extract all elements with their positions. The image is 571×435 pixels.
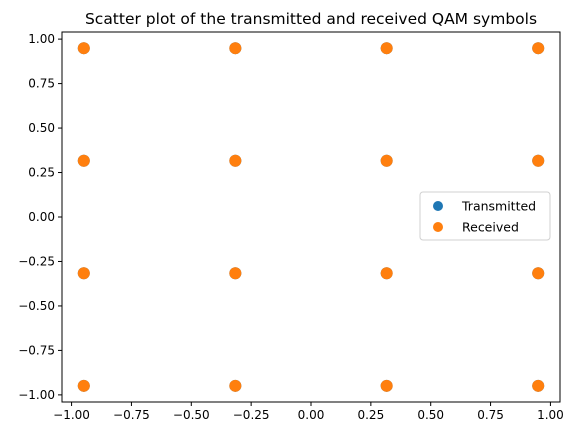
y-tick-label: −0.75 <box>18 343 55 357</box>
x-tick-label: −1.00 <box>53 408 90 422</box>
received-point <box>229 154 242 167</box>
received-point <box>229 42 242 55</box>
received-point <box>532 379 545 392</box>
y-axis: −1.00 −0.75 −0.50 −0.25 0.00 0.25 0.50 0.75 1.00 <box>18 32 62 402</box>
legend-box <box>419 191 551 241</box>
received-point <box>77 267 90 280</box>
received-point <box>380 42 393 55</box>
x-tick-label: 0.50 <box>417 408 444 422</box>
y-tick-label: 0.25 <box>28 166 55 180</box>
x-tick-label: 1.00 <box>537 408 564 422</box>
y-tick-label: 1.00 <box>28 32 55 46</box>
chart-title: Scatter plot of the transmitted and rece… <box>85 10 537 28</box>
received-point <box>532 42 545 55</box>
x-axis: −1.00 −0.75 −0.50 −0.25 0.00 0.25 0.50 0.75 1.00 <box>53 402 564 422</box>
x-tick-label: 0.25 <box>357 408 384 422</box>
y-tick-label: 0.00 <box>28 210 55 224</box>
legend-marker-received <box>433 222 443 232</box>
x-tick-label: 0.75 <box>477 408 504 422</box>
x-tick-label: −0.50 <box>173 408 210 422</box>
received-point <box>77 154 90 167</box>
received-point <box>77 379 90 392</box>
data-points <box>77 42 545 392</box>
x-tick-label: −0.75 <box>113 408 150 422</box>
received-point <box>532 154 545 167</box>
y-tick-label: −1.00 <box>18 388 55 402</box>
y-tick-label: 0.50 <box>28 121 55 135</box>
received-point <box>532 267 545 280</box>
y-tick-label: −0.50 <box>18 299 55 313</box>
y-tick-label: −0.25 <box>18 254 55 268</box>
received-point <box>380 267 393 280</box>
received-point <box>229 267 242 280</box>
received-point <box>229 379 242 392</box>
legend: Transmitted Received <box>419 191 551 241</box>
y-tick-label: 0.75 <box>28 77 55 91</box>
received-point <box>380 379 393 392</box>
received-point <box>77 42 90 55</box>
legend-label-transmitted: Transmitted <box>461 199 536 214</box>
legend-marker-transmitted <box>433 201 443 211</box>
received-point <box>380 154 393 167</box>
x-tick-label: 0.00 <box>298 408 325 422</box>
x-tick-label: −0.25 <box>233 408 270 422</box>
legend-label-received: Received <box>462 220 519 235</box>
